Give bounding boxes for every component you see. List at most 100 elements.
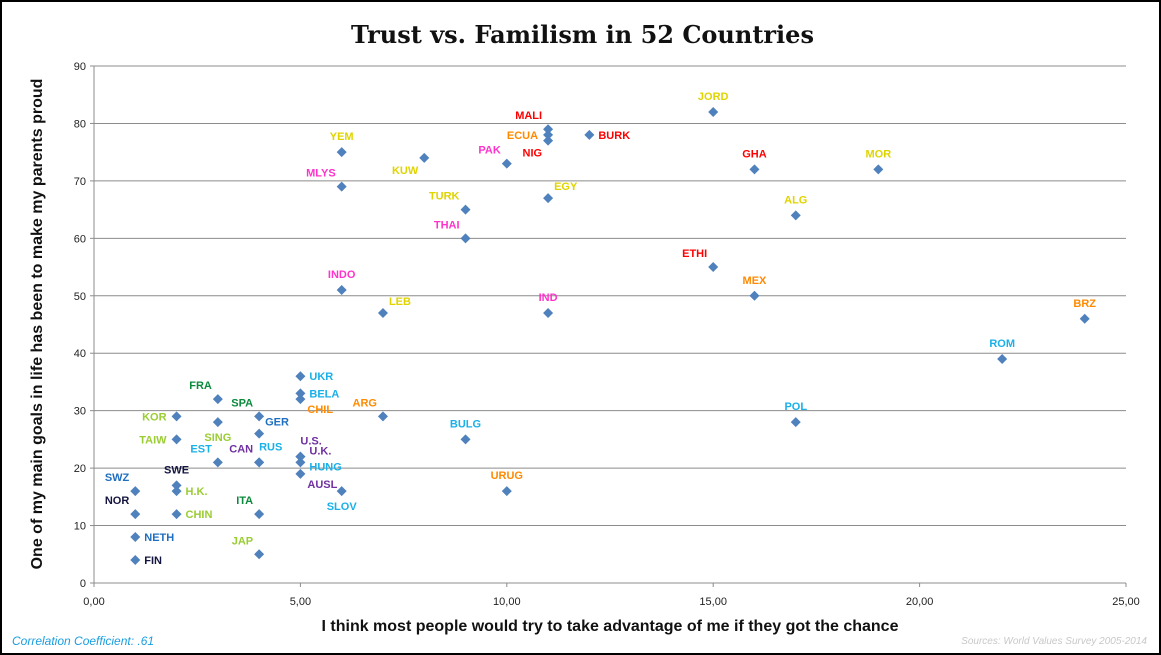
point-label: UKR — [309, 371, 333, 383]
point-label: KUW — [392, 165, 419, 177]
data-point-pol — [790, 417, 801, 428]
data-point-burk — [584, 129, 595, 140]
point-label: KOR — [142, 411, 167, 423]
point-label: LEB — [389, 296, 411, 308]
data-point-thai — [460, 233, 471, 244]
point-label: SWZ — [105, 472, 130, 484]
data-point-gha — [749, 164, 760, 175]
data-point-ger — [254, 428, 265, 439]
point-label: PAK — [478, 145, 500, 157]
point-label: TAIW — [139, 434, 167, 446]
data-point-slov — [336, 486, 347, 497]
point-label: MOR — [865, 148, 891, 160]
data-point-swe — [171, 480, 182, 491]
point-label: SPA — [231, 397, 253, 409]
source-note: Sources: World Values Survey 2005-2014 — [961, 636, 1147, 647]
y-tick-label: 70 — [74, 176, 86, 188]
data-point-nor — [130, 509, 141, 520]
point-label: MLYS — [306, 168, 336, 180]
data-point-fin — [130, 555, 141, 566]
point-label: JORD — [698, 91, 729, 103]
point-label: NOR — [105, 495, 130, 507]
data-point-mali — [543, 124, 554, 135]
point-label: YEM — [330, 131, 354, 143]
data-point-ukr — [295, 371, 306, 382]
data-point-urug — [501, 486, 512, 497]
data-point-kuw — [419, 152, 430, 163]
data-point-bulg — [460, 434, 471, 445]
point-label: BELA — [309, 388, 339, 400]
data-point-chil — [295, 394, 306, 405]
data-point-ind — [543, 308, 554, 319]
data-point-ausl — [295, 468, 306, 479]
data-point-nig — [543, 135, 554, 146]
point-label: HUNG — [309, 461, 341, 473]
data-point-leb — [377, 308, 388, 319]
y-tick-label: 40 — [74, 348, 86, 360]
point-label: NIG — [523, 148, 543, 160]
data-point-mex — [749, 290, 760, 301]
data-point-mor — [873, 164, 884, 175]
data-point-pak — [501, 158, 512, 169]
data-point-bela — [295, 388, 306, 399]
data-point-fra — [212, 394, 223, 405]
y-tick-label: 0 — [80, 578, 86, 590]
data-point-indo — [336, 285, 347, 296]
point-label: CAN — [229, 443, 253, 455]
correlation-note: Correlation Coefficient: .61 — [12, 634, 155, 648]
point-label: ETHI — [682, 248, 707, 260]
y-tick-label: 10 — [74, 521, 86, 533]
point-label: THAI — [434, 219, 460, 231]
data-point-taiw — [171, 434, 182, 445]
x-tick-label: 5,00 — [290, 596, 311, 608]
x-tick-label: 20,00 — [906, 596, 934, 608]
data-point-egy — [543, 193, 554, 204]
data-point-turk — [460, 204, 471, 215]
point-label: CHIL — [307, 404, 333, 416]
data-point-ita — [254, 509, 265, 520]
point-label: GER — [265, 417, 289, 429]
point-label: MALI — [515, 110, 542, 122]
point-label: RUS — [259, 441, 282, 453]
y-tick-label: 80 — [74, 118, 86, 130]
point-label: TURK — [429, 191, 460, 203]
point-label: ROM — [989, 338, 1015, 350]
point-label: ECUA — [507, 130, 538, 142]
data-point-yem — [336, 147, 347, 158]
x-tick-label: 0,00 — [83, 596, 104, 608]
point-label: BRZ — [1073, 298, 1096, 310]
data-point-arg — [377, 411, 388, 422]
point-label: EST — [190, 443, 212, 455]
x-axis-label: I think most people would try to take ad… — [321, 618, 899, 635]
point-label: EGY — [554, 181, 578, 193]
point-label: INDO — [328, 269, 356, 281]
point-label: POL — [784, 401, 807, 413]
point-label: IND — [539, 292, 558, 304]
data-point-kor — [171, 411, 182, 422]
y-tick-label: 50 — [74, 291, 86, 303]
data-point-ethi — [708, 262, 719, 273]
point-label: NETH — [144, 532, 174, 544]
data-point-jap — [254, 549, 265, 560]
chart-title: Trust vs. Familism in 52 Countries — [351, 20, 814, 49]
data-point-hk — [171, 486, 182, 497]
point-label: CHIN — [186, 509, 213, 521]
y-tick-label: 20 — [74, 463, 86, 475]
data-point-can — [254, 457, 265, 468]
data-point-ecua — [543, 129, 554, 140]
data-point-brz — [1079, 313, 1090, 324]
data-point-spa — [254, 411, 265, 422]
x-tick-label: 15,00 — [699, 596, 727, 608]
point-label: U.S. — [300, 436, 321, 448]
point-label: H.K. — [186, 486, 208, 498]
x-tick-label: 25,00 — [1112, 596, 1140, 608]
y-tick-label: 30 — [74, 406, 86, 418]
point-label: URUG — [491, 470, 523, 482]
data-point-rom — [997, 353, 1008, 364]
point-label: ARG — [353, 397, 377, 409]
point-label: GHA — [742, 148, 767, 160]
data-point-uk — [295, 451, 306, 462]
point-label: SWE — [164, 464, 189, 476]
